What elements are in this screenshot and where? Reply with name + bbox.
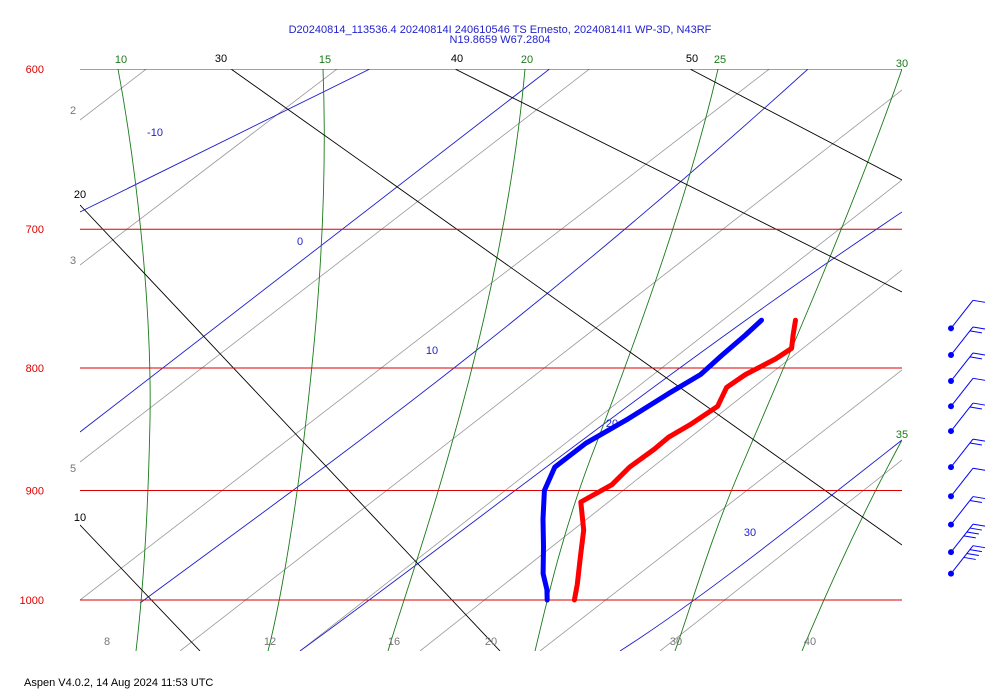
moist-adiabat-label: 35: [896, 429, 908, 441]
isobar-lines: [80, 69, 902, 601]
bottom-axis-label: 8: [104, 636, 110, 648]
moist-adiabat-label: 25: [714, 54, 726, 66]
bottom-axis-label: 12: [264, 636, 276, 648]
footer-version: Aspen V4.0.2, 14 Aug 2024 11:53 UTC: [24, 677, 214, 689]
bottom-axis-label: 30: [670, 636, 682, 648]
wind-barb: [948, 523, 986, 556]
wind-barb: [948, 545, 986, 577]
wind-barb: [948, 299, 986, 332]
pressure-label-900: 900: [26, 485, 44, 497]
isotherm-label: 40: [451, 53, 463, 65]
wind-barb: [948, 496, 986, 528]
chart-title: D20240814_113536.4 20240814I 240610546 T…: [288, 24, 712, 36]
isotherm-label: 10: [74, 512, 86, 524]
wind-barb: [948, 352, 986, 384]
moist-adiabat-label: 30: [896, 58, 908, 70]
wind-barbs: [948, 299, 986, 577]
pressure-label-800: 800: [26, 363, 44, 375]
wind-barb: [948, 402, 986, 435]
moist-adiabat-labels: 10 15 20 25 30 35: [115, 54, 908, 441]
dry-adiabat-lines: [80, 69, 902, 651]
dry-adiabat-labels: -10 0 10 20 30: [147, 127, 756, 539]
isotherm-label: 30: [215, 53, 227, 65]
dry-adiabat-label: 30: [744, 527, 756, 539]
mixing-ratio-label: 5: [70, 463, 76, 475]
moist-adiabat-label: 10: [115, 54, 127, 66]
dewpoint-profile: [540, 317, 764, 603]
wind-barb: [948, 438, 986, 471]
dry-adiabat-label: 10: [426, 345, 438, 357]
isotherm-labels: 30 40 50 20 10: [74, 53, 698, 524]
pressure-label-1000: 1000: [20, 595, 44, 607]
pressure-label-600: 600: [26, 64, 44, 76]
bottom-axis-label: 20: [485, 636, 497, 648]
isotherm-label: 20: [74, 189, 86, 201]
mixing-ratio-labels: 2 3 5: [70, 105, 76, 475]
bottom-axis-labels: 8 12 16 20 30 40: [104, 636, 816, 648]
dry-adiabat-label: 0: [297, 236, 303, 248]
moist-adiabat-lines: [117, 69, 902, 651]
wind-barb: [948, 467, 986, 500]
bottom-axis-label: 40: [804, 636, 816, 648]
mixing-ratio-label: 3: [70, 255, 76, 267]
moist-adiabat-label: 15: [319, 54, 331, 66]
pressure-axis: 600 700 800 900 1000: [20, 64, 44, 607]
isotherm-lines: [80, 69, 902, 651]
wind-barb: [948, 377, 986, 410]
temperature-profile: [571, 317, 798, 603]
pressure-label-700: 700: [26, 224, 44, 236]
wind-barb: [948, 326, 986, 358]
mixing-ratio-lines: [80, 69, 902, 651]
bottom-axis-label: 16: [388, 636, 400, 648]
mixing-ratio-label: 2: [70, 105, 76, 117]
isotherm-label: 50: [686, 53, 698, 65]
chart-subtitle: N19.8659 W67.2804: [449, 34, 551, 46]
dry-adiabat-label: -10: [147, 127, 163, 139]
moist-adiabat-label: 20: [521, 54, 533, 66]
